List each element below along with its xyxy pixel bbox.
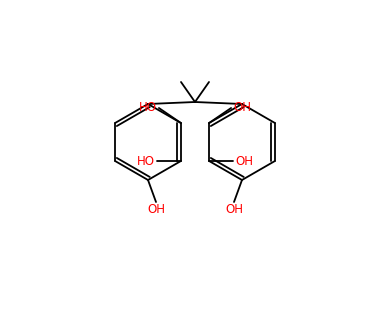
Text: OH: OH bbox=[225, 203, 243, 216]
Text: OH: OH bbox=[233, 100, 251, 114]
Text: HO: HO bbox=[139, 100, 157, 114]
Text: HO: HO bbox=[137, 155, 155, 167]
Text: OH: OH bbox=[235, 155, 253, 167]
Text: OH: OH bbox=[147, 203, 165, 216]
